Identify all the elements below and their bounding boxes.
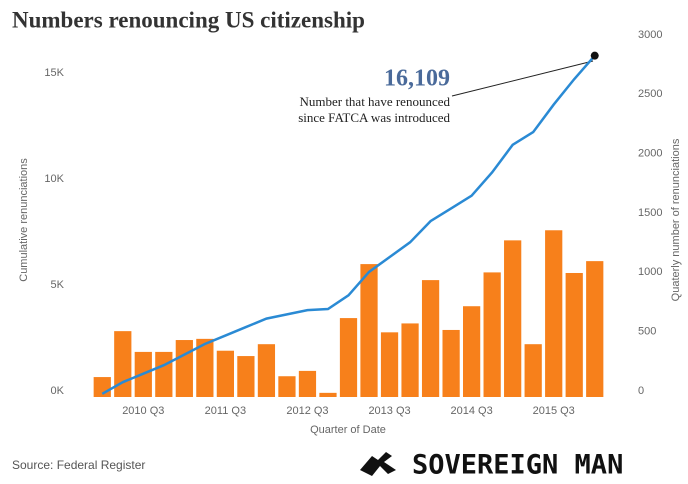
bar — [586, 261, 604, 397]
bar — [216, 350, 234, 397]
x-axis-label: Quarter of Date — [310, 424, 386, 436]
x-tick-label: 2010 Q3 — [122, 405, 164, 417]
source: Source: Federal Register — [12, 458, 145, 472]
y2-tick-label: 1500 — [638, 207, 662, 219]
bar — [565, 272, 583, 397]
y-axis-label: Cumulative renunciations — [18, 158, 30, 282]
bar — [421, 280, 440, 397]
y-tick-label: 5K — [51, 279, 65, 291]
annotation-connector — [451, 60, 594, 97]
y2-tick-label: 2000 — [638, 148, 662, 160]
y-tick-label: 15K — [44, 67, 64, 79]
x-tick-label: 2012 Q3 — [286, 405, 328, 417]
bar — [442, 329, 460, 397]
bar — [196, 338, 214, 397]
x-tick-label: 2013 Q3 — [368, 405, 410, 417]
line — [101, 54, 596, 395]
annotation-text: Number that have renounced — [299, 94, 450, 109]
bar — [175, 340, 193, 397]
bar — [504, 240, 522, 397]
y2-tick-label: 500 — [638, 326, 656, 338]
bar — [298, 370, 317, 397]
x-tick-label: 2011 Q3 — [205, 405, 246, 417]
logo-icon — [360, 452, 396, 476]
bar — [524, 344, 542, 397]
bar — [380, 332, 399, 397]
bar — [237, 356, 255, 397]
bar — [257, 344, 276, 397]
bar — [93, 377, 111, 397]
y-tick-label: 10K — [44, 173, 64, 185]
y2-tick-label: 2500 — [638, 88, 662, 100]
y2-tick-label: 1000 — [638, 266, 662, 278]
x-tick-label: 2014 Q3 — [451, 405, 493, 417]
bar — [483, 272, 501, 397]
bar — [360, 264, 378, 397]
bar — [545, 230, 563, 397]
bar — [463, 306, 481, 397]
bar — [114, 331, 132, 397]
y-tick-label: 0K — [51, 385, 65, 397]
annotation-value: 16,109 — [384, 66, 450, 92]
logo: SOVEREIGN MAN — [412, 450, 623, 481]
bar — [155, 351, 173, 397]
chart-title: Numbers renouncing US citizenship — [12, 7, 365, 32]
bar — [401, 323, 419, 397]
y2-tick-label: 0 — [638, 385, 644, 397]
y2-axis-label: Quaterly number of renunciations — [670, 138, 682, 301]
y2-tick-label: 3000 — [638, 29, 662, 41]
x-tick-label: 2015 Q3 — [533, 405, 575, 417]
bar — [339, 318, 358, 397]
end-marker — [590, 51, 599, 60]
annotation-text: since FATCA was introduced — [298, 110, 450, 125]
bar — [319, 392, 337, 397]
bar — [278, 376, 296, 397]
